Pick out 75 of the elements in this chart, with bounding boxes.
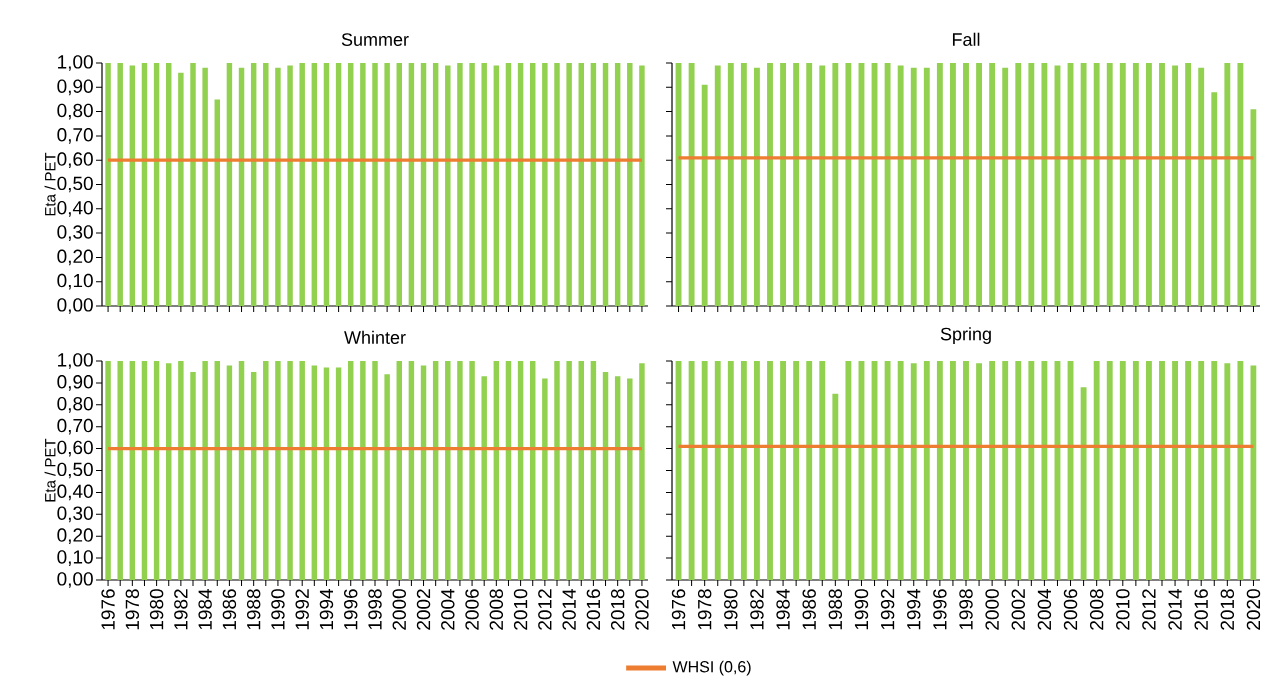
x-tick-label: 1990 bbox=[854, 589, 869, 630]
y-tick-label: 0,60 bbox=[57, 152, 93, 168]
x-tick-label: 1992 bbox=[295, 589, 309, 630]
y-tick-label: 0,10 bbox=[57, 273, 93, 290]
legend-label: WHSI (0,6) bbox=[672, 660, 751, 676]
x-tick-label: 2006 bbox=[465, 589, 479, 630]
x-tick-label: 1998 bbox=[959, 589, 973, 630]
y-tick-label: 0,90 bbox=[57, 374, 93, 391]
y-tick-label: 0,20 bbox=[57, 249, 93, 266]
x-tick-label: 2016 bbox=[586, 589, 601, 630]
x-tick-label: 2020 bbox=[1246, 589, 1261, 630]
x-tick-label: 1988 bbox=[246, 589, 261, 630]
x-tick-label: 1978 bbox=[125, 589, 140, 630]
y-tick-label: 1,00 bbox=[58, 353, 93, 369]
x-tick-label: 2010 bbox=[513, 589, 528, 630]
y-tick-label: 0,10 bbox=[57, 550, 93, 566]
chart-title: Whinter bbox=[344, 330, 406, 344]
x-tick-label: 1980 bbox=[724, 589, 738, 630]
x-tick-label: 1986 bbox=[222, 589, 237, 630]
x-tick-label: 2018 bbox=[610, 589, 625, 630]
y-tick-label: 0,30 bbox=[57, 506, 93, 523]
x-tick-label: 1994 bbox=[907, 588, 921, 630]
y-tick-label: 0,50 bbox=[57, 462, 93, 479]
y-tick-label: 0,60 bbox=[57, 440, 93, 457]
x-tick-label: 2010 bbox=[1116, 589, 1130, 630]
x-tick-label: 2018 bbox=[1220, 589, 1235, 630]
chart-title: Fall bbox=[952, 32, 980, 46]
y-tick-label: 0,00 bbox=[57, 572, 93, 588]
x-tick-label: 2004 bbox=[1037, 588, 1052, 630]
y-tick-label: 1,00 bbox=[58, 55, 93, 71]
x-tick-label: 1982 bbox=[750, 589, 764, 630]
x-tick-label: 1984 bbox=[198, 588, 212, 630]
x-tick-label: 2004 bbox=[441, 588, 455, 630]
x-tick-label: 1980 bbox=[149, 589, 164, 630]
x-tick-label: 1990 bbox=[271, 589, 285, 630]
x-tick-label: 2008 bbox=[1089, 589, 1104, 630]
x-tick-label: 1998 bbox=[368, 589, 382, 630]
chart-title: Summer bbox=[341, 33, 409, 46]
y-tick-label: 0,40 bbox=[57, 200, 93, 217]
y-tick-label: 0,70 bbox=[57, 418, 93, 435]
x-tick-label: 2002 bbox=[1011, 589, 1025, 630]
y-tick-label: 0,20 bbox=[57, 528, 93, 544]
x-tick-label: 1976 bbox=[671, 589, 686, 630]
y-tick-label: 0,90 bbox=[57, 79, 93, 96]
x-tick-label: 2000 bbox=[985, 589, 999, 630]
y-axis-title: Eta / PET bbox=[44, 152, 56, 216]
y-tick-label: 0,80 bbox=[57, 103, 93, 120]
x-tick-label: 2008 bbox=[489, 589, 504, 630]
y-tick-label: 0,80 bbox=[57, 396, 93, 413]
x-tick-label: 1992 bbox=[880, 589, 895, 630]
x-tick-label: 2012 bbox=[538, 589, 552, 630]
x-tick-label: 2020 bbox=[635, 589, 649, 630]
x-tick-label: 1982 bbox=[174, 589, 188, 630]
y-axis-title: Eta / PET bbox=[44, 438, 56, 502]
x-tick-label: 2000 bbox=[392, 589, 406, 630]
x-tick-label: 1988 bbox=[828, 589, 843, 630]
x-tick-label: 1996 bbox=[933, 589, 947, 630]
y-tick-label: 0,00 bbox=[57, 298, 93, 314]
x-tick-label: 2012 bbox=[1142, 589, 1156, 630]
y-tick-label: 0,50 bbox=[57, 176, 93, 193]
x-tick-label: 2006 bbox=[1063, 589, 1078, 630]
x-tick-label: 1984 bbox=[776, 588, 790, 630]
x-tick-label: 2002 bbox=[416, 589, 431, 630]
y-tick-label: 0,30 bbox=[57, 225, 93, 241]
x-tick-label: 1996 bbox=[344, 589, 358, 630]
chart-title: Spring bbox=[940, 327, 991, 344]
x-tick-label: 2016 bbox=[1194, 589, 1208, 630]
y-tick-label: 0,40 bbox=[57, 484, 93, 501]
x-tick-label: 1978 bbox=[697, 589, 712, 630]
x-tick-label: 1994 bbox=[319, 588, 334, 630]
x-tick-label: 2014 bbox=[1168, 588, 1182, 630]
y-tick-label: 0,70 bbox=[57, 127, 93, 144]
x-tick-label: 1976 bbox=[101, 589, 115, 630]
x-tick-label: 2014 bbox=[562, 588, 576, 630]
x-tick-label: 1986 bbox=[802, 589, 816, 630]
